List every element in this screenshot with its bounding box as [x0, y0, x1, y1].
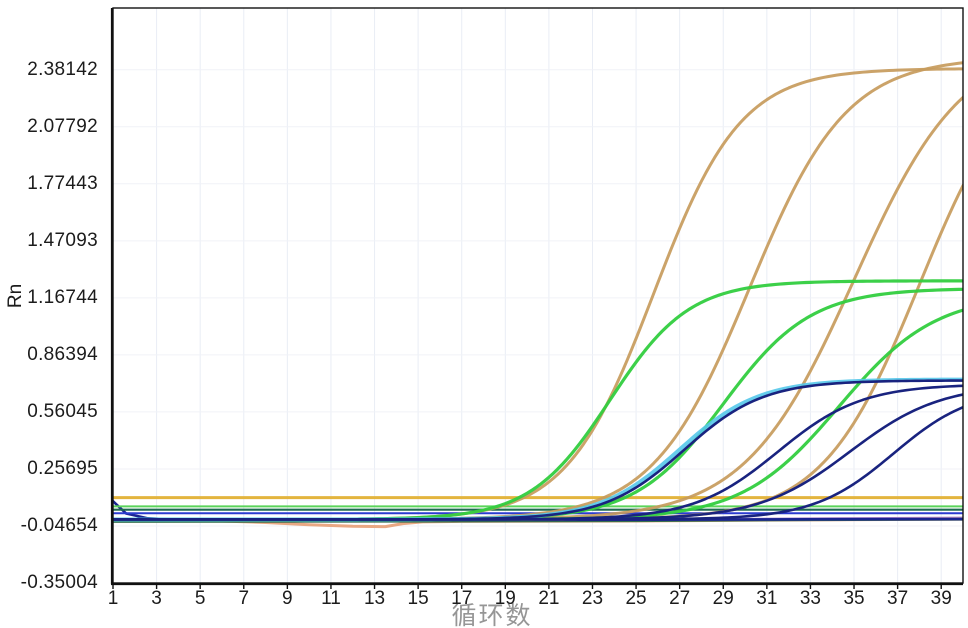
- x-tick-label: 27: [669, 588, 691, 609]
- x-tick-label: 5: [194, 588, 206, 609]
- x-tick-label: 21: [538, 588, 560, 609]
- x-tick-label: 29: [712, 588, 734, 609]
- x-tick-label: 9: [282, 588, 293, 609]
- y-tick-label: 1.16744: [27, 286, 98, 308]
- x-tick-label: 11: [321, 588, 341, 609]
- x-tick-label: 17: [451, 588, 473, 609]
- x-tick-label: 3: [151, 588, 162, 609]
- y-tick-label: 0.25695: [27, 457, 98, 479]
- x-tick-label: 15: [407, 588, 429, 609]
- x-tick-label: 25: [625, 588, 647, 609]
- x-tick-label: 1: [107, 588, 119, 609]
- x-tick-label: 31: [756, 588, 778, 609]
- y-tick-label: 1.47093: [27, 229, 98, 251]
- x-tick-label: 23: [581, 588, 604, 609]
- x-tick-label: 37: [887, 588, 909, 609]
- y-tick-label: -0.35004: [20, 572, 98, 593]
- x-axis-title: 循环数: [451, 602, 533, 628]
- x-tick-label: 19: [494, 588, 516, 609]
- y-tick-label: 1.77443: [27, 172, 98, 194]
- y-tick-label: 2.07792: [27, 115, 98, 137]
- y-axis-title: Rn: [5, 283, 26, 309]
- x-tick-label: 33: [799, 588, 821, 609]
- y-tick-label: 0.56045: [27, 400, 98, 422]
- x-tick-label: 39: [930, 588, 952, 609]
- y-axis-tick-labels: 2.38142 2.07792 1.77443 1.47093 1.16744 0.863…: [0, 0, 105, 628]
- x-tick-label: 13: [363, 588, 386, 609]
- y-tick-label: 0.86394: [27, 343, 98, 365]
- navy-curve-4: [113, 405, 963, 521]
- y-tick-label: -0.04654: [20, 514, 98, 536]
- y-tick-label: 2.38142: [27, 58, 98, 80]
- x-tick-label: 7: [238, 588, 250, 609]
- x-tick-label: 35: [843, 588, 865, 609]
